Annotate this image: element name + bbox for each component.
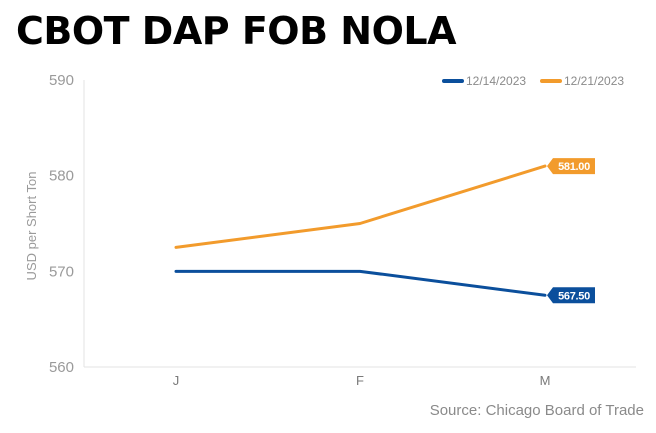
y-tick-label: 570 [49,263,74,280]
legend: 12/14/2023 12/21/2023 [442,74,624,88]
data-label-tag [547,287,595,304]
series-line [174,164,547,249]
y-tick-label: 580 [49,168,74,185]
y-tick-label: 590 [49,72,74,89]
source-note: Source: Chicago Board of Trade [429,402,644,419]
legend-label: 12/21/2023 [564,74,624,88]
series-lines [174,164,547,297]
data-labels: 567.50 581.00 [547,158,595,304]
legend-label: 12/14/2023 [466,74,526,88]
y-axis-label: USD per Short Ton [24,172,39,281]
y-tick-labels: 560 570 580 590 [49,72,74,376]
x-tick-label: J [173,373,180,388]
chart-axes [83,80,636,368]
data-label: 567.50 [558,290,590,302]
series-line [174,269,547,297]
chart-title: CBOT DAP FOB NOLA [16,9,457,53]
data-label-tag [547,158,595,175]
y-tick-label: 560 [49,359,74,376]
x-tick-label: M [540,373,551,388]
data-label: 581.00 [558,161,590,173]
x-tick-label: F [356,373,364,388]
